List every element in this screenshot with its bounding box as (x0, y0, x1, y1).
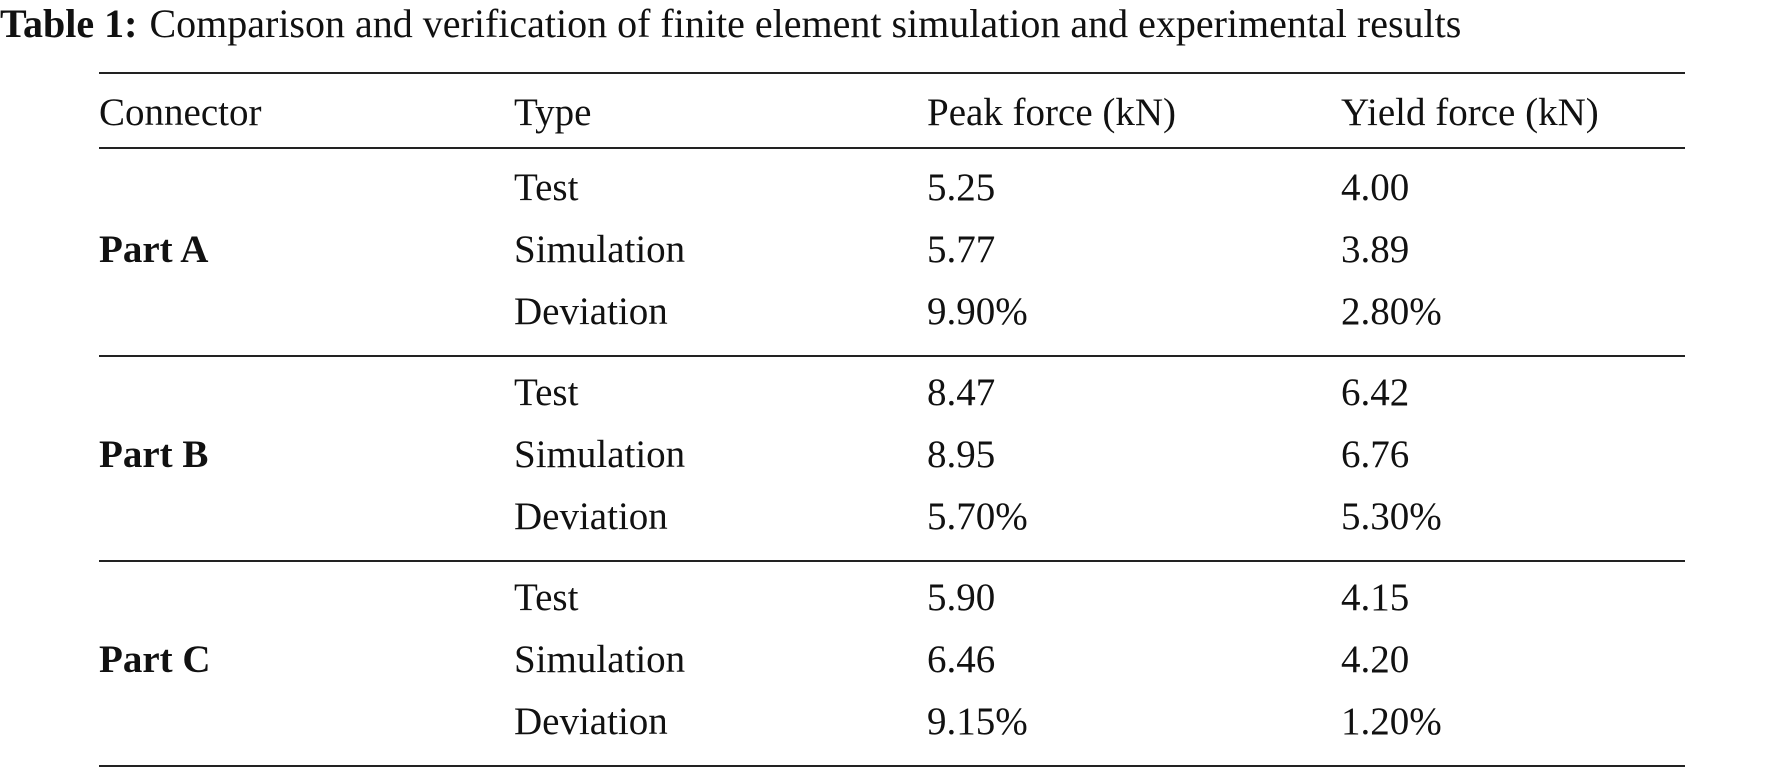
cell: 2.80% (1341, 290, 1442, 333)
group-name: Part A (99, 228, 209, 271)
cell: Simulation (514, 433, 686, 476)
cell: 1.20% (1341, 700, 1442, 743)
rule (99, 560, 1685, 562)
cell: 6.76 (1341, 433, 1410, 476)
cell: 4.20 (1341, 638, 1410, 681)
cell: 3.89 (1341, 228, 1410, 271)
rule (99, 355, 1685, 357)
cell: 6.42 (1341, 371, 1410, 414)
cell: 8.47 (927, 371, 996, 414)
cell: Deviation (514, 495, 668, 538)
rule (99, 147, 1685, 149)
group-name: Part B (99, 433, 209, 476)
cell: Test (514, 576, 579, 619)
cell: 9.15% (927, 700, 1028, 743)
cell: 5.25 (927, 166, 996, 209)
cell: 6.46 (927, 638, 996, 681)
header-cell: Connector (99, 91, 262, 134)
cell: 4.00 (1341, 166, 1410, 209)
cell: Simulation (514, 228, 686, 271)
cell: 4.15 (1341, 576, 1410, 619)
cell: 8.95 (927, 433, 996, 476)
rule (99, 72, 1685, 74)
cell: 5.77 (927, 228, 996, 271)
cell: 5.70% (927, 495, 1028, 538)
cell: Deviation (514, 290, 668, 333)
cell: Deviation (514, 700, 668, 743)
header-cell: Yield force (kN) (1341, 91, 1599, 134)
cell: 9.90% (927, 290, 1028, 333)
caption: Table 1: Comparison and verification of f… (0, 2, 1461, 46)
header-cell: Peak force (kN) (927, 91, 1177, 134)
cell: Simulation (514, 638, 686, 681)
cell: Test (514, 371, 579, 414)
cell: 5.90 (927, 576, 996, 619)
caption-text: Comparison and verification of finite el… (149, 1, 1462, 46)
group-name: Part C (99, 638, 211, 681)
cell: Test (514, 166, 579, 209)
caption-label: Table 1: (0, 1, 138, 46)
header-cell: Type (514, 91, 592, 134)
cell: 5.30% (1341, 495, 1442, 538)
